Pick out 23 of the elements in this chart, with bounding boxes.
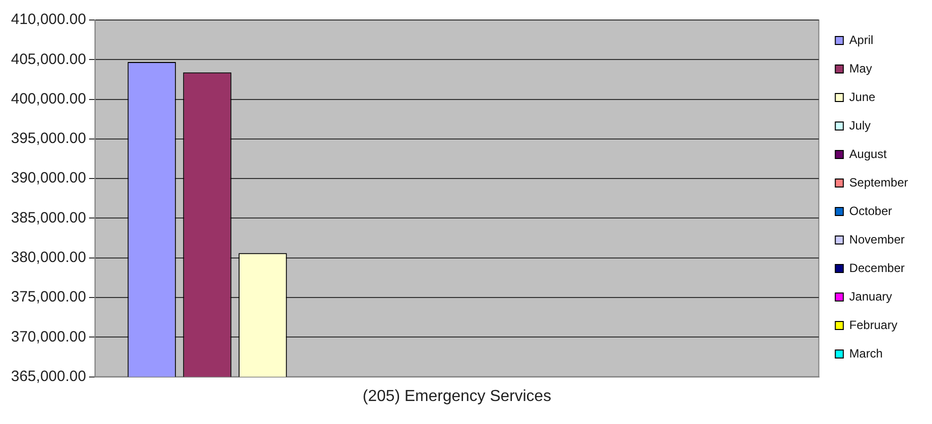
y-tick-label: 395,000.00: [10, 130, 86, 148]
legend-label: May: [849, 61, 872, 76]
legend-label: February: [849, 318, 898, 332]
legend-label: March: [849, 346, 883, 360]
y-tick-label: 400,000.00: [10, 90, 86, 108]
legend-label: January: [849, 289, 892, 304]
y-tick-label: 365,000.00: [10, 368, 86, 385]
legend-label: July: [849, 118, 871, 132]
legend-label: August: [849, 146, 888, 161]
legend-label: October: [849, 204, 892, 218]
y-tick-label: 390,000.00: [10, 170, 86, 187]
y-tick-label: 380,000.00: [10, 249, 86, 266]
legend-label: September: [849, 175, 908, 190]
y-tick-label: 370,000.00: [10, 328, 86, 346]
legend-label: June: [849, 90, 876, 104]
y-tick-label: 375,000.00: [10, 288, 86, 306]
legend-label: November: [849, 232, 905, 246]
legend-label: December: [849, 260, 905, 275]
y-tick-label: 385,000.00: [10, 209, 86, 226]
y-tick-label: 405,000.00: [10, 50, 86, 68]
y-tick-label: 410,000.00: [10, 11, 86, 28]
legend-label: April: [849, 32, 874, 47]
x-tick-label: (205) Emergency Services: [362, 388, 552, 405]
